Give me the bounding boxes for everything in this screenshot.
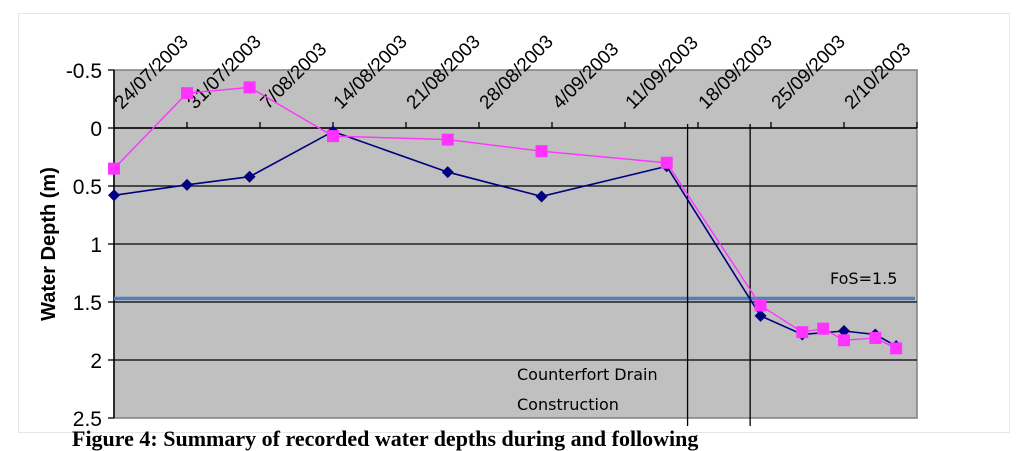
- diamond-marker: [754, 309, 767, 322]
- y-tick-label: 1.5: [73, 292, 102, 315]
- y-tick-label: 2: [90, 350, 102, 373]
- square-marker: [243, 81, 256, 94]
- figure-caption: Figure 4: Summary of recorded water dept…: [72, 426, 699, 451]
- y-tick-label: 0.5: [73, 176, 102, 199]
- fos-label: FoS=1.5: [830, 269, 897, 288]
- square-marker: [838, 334, 850, 347]
- square-marker: [817, 322, 830, 335]
- diamond-marker: [108, 189, 120, 202]
- reference-lines: [114, 124, 915, 426]
- y-tick-label: 2.5: [73, 408, 102, 431]
- y-axis-ticks: -0.5 0 0.5 1 1.5 2 2.5: [66, 60, 114, 431]
- square-marker: [441, 133, 454, 146]
- series-navy: [108, 125, 903, 353]
- water-depth-chart: -0.500.511.522.5 24/07/200331/07/20037/0…: [38, 31, 918, 431]
- construction-label-line1: Counterfort Drain: [517, 365, 658, 384]
- diamond-marker: [838, 325, 850, 337]
- square-marker: [181, 87, 193, 100]
- construction-label-line2: Construction: [517, 395, 619, 414]
- diamond-marker: [243, 170, 256, 183]
- y-tick-label: 1: [90, 234, 102, 257]
- y-tick-label: 0: [90, 118, 102, 141]
- y-axis-label: Water Depth (m): [38, 167, 60, 321]
- diamond-marker: [441, 166, 454, 179]
- data-series: [108, 81, 903, 355]
- square-marker: [660, 156, 673, 169]
- square-marker: [890, 342, 903, 355]
- series-magenta: [108, 81, 903, 355]
- square-marker: [869, 331, 882, 344]
- square-marker: [108, 162, 120, 175]
- diamond-marker: [535, 190, 548, 203]
- square-marker: [535, 145, 548, 158]
- square-marker: [754, 299, 767, 312]
- diamond-marker: [181, 178, 193, 191]
- square-marker: [327, 130, 339, 143]
- y-tick-label: -0.5: [66, 60, 102, 83]
- square-marker: [796, 326, 809, 339]
